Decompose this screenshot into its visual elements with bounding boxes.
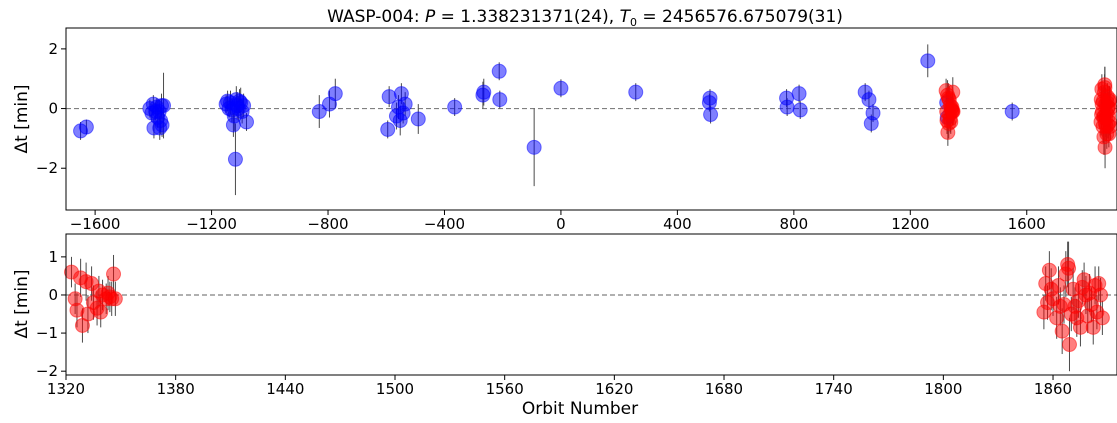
title-prefix: WASP-004: — [327, 7, 425, 27]
bottom-y-tick-label: −2 — [36, 362, 58, 380]
top-data-point — [327, 86, 343, 102]
bottom-y-axis-label: Δt [min] — [12, 269, 32, 338]
top-data-point — [236, 98, 252, 114]
top-data-point — [1097, 139, 1113, 155]
bottom-x-tick-label: 1440 — [266, 380, 304, 398]
top-data-point — [447, 99, 463, 115]
top-data-point — [78, 119, 94, 135]
bottom-data-point — [1085, 319, 1101, 335]
bottom-x-tick-label: 1560 — [486, 380, 524, 398]
top-data-point — [410, 111, 426, 127]
top-data-point — [792, 102, 808, 118]
bottom-x-tick-label: 1320 — [47, 380, 85, 398]
chart-title: WASP-004: P = 1.338231371(24), T0 = 2456… — [327, 7, 843, 29]
top-y-tick-label: −2 — [36, 159, 58, 177]
bottom-data-point — [1051, 277, 1067, 293]
top-data-point — [920, 53, 936, 69]
bottom-plot-frame — [65, 233, 1117, 376]
bottom-x-axis-label: Orbit Number — [522, 399, 638, 419]
top-data-point — [861, 92, 877, 108]
top-data-point — [397, 96, 413, 112]
top-data-point — [239, 114, 255, 130]
top-data-points — [73, 53, 1117, 167]
top-data-point — [492, 92, 508, 108]
top-data-point — [702, 90, 718, 106]
bottom-data-point — [1061, 260, 1077, 276]
top-x-tick-label: 1200 — [891, 215, 929, 233]
top-x-tick-label: −1200 — [186, 215, 237, 233]
top-data-point — [526, 139, 542, 155]
title-period-value: = 1.338231371(24), — [435, 7, 619, 27]
top-x-tick-label: 1600 — [1008, 215, 1046, 233]
top-data-point — [154, 117, 170, 133]
bottom-x-tick-label: 1500 — [376, 380, 414, 398]
bottom-x-tick-label: 1800 — [924, 380, 962, 398]
top-data-point — [1004, 104, 1020, 120]
top-data-point — [380, 121, 396, 137]
top-data-point — [491, 63, 507, 79]
top-data-point — [791, 86, 807, 102]
top-data-point — [945, 104, 961, 120]
top-x-tick-label: −800 — [307, 215, 348, 233]
top-data-point — [476, 84, 492, 100]
top-y-axis: −2 0 2 — [36, 40, 66, 177]
top-y-tick-label: 2 — [48, 40, 58, 58]
bottom-data-point — [106, 266, 122, 282]
bottom-x-tick-label: 1620 — [595, 380, 633, 398]
top-x-tick-label: 800 — [780, 215, 809, 233]
bottom-x-tick-label: 1680 — [705, 380, 743, 398]
title-epoch-subscript: 0 — [630, 16, 637, 29]
title-epoch-value: = 2456576.675079(31) — [637, 7, 843, 27]
top-panel: −1600 −1200 −800 −400 0 400 800 1200 1600 −2 0 2 Δ… — [12, 27, 1117, 233]
top-data-point — [156, 98, 172, 114]
title-period-symbol: P — [425, 7, 436, 27]
top-data-point — [945, 84, 961, 100]
bottom-data-point — [1041, 262, 1057, 278]
top-x-axis: −1600 −1200 −800 −400 0 400 800 1200 1600 — [70, 210, 1046, 233]
top-data-point — [227, 151, 243, 167]
top-data-point — [311, 104, 327, 120]
bottom-data-point — [107, 291, 123, 307]
top-data-point — [1102, 101, 1117, 117]
bottom-data-point — [1094, 310, 1110, 326]
bottom-x-axis: 1320 1380 1440 1500 1560 1620 1680 1740 1800 1860 — [47, 375, 1072, 398]
bottom-data-point — [93, 304, 109, 320]
top-data-point — [1102, 118, 1117, 134]
bottom-x-tick-label: 1380 — [157, 380, 195, 398]
top-x-tick-label: −1600 — [70, 215, 121, 233]
title-epoch-symbol: T — [620, 7, 632, 27]
bottom-y-tick-label: −1 — [36, 324, 58, 342]
top-data-point — [553, 80, 569, 96]
top-data-point — [703, 107, 719, 123]
bottom-data-point — [1054, 323, 1070, 339]
bottom-error-bars — [70, 241, 1103, 372]
bottom-data-point — [1093, 287, 1109, 303]
bottom-x-tick-label: 1740 — [815, 380, 853, 398]
bottom-y-axis: −2 −1 0 1 — [36, 248, 66, 380]
top-data-point — [779, 99, 795, 115]
top-y-axis-label: Δt [min] — [12, 84, 32, 153]
top-x-tick-label: −400 — [424, 215, 465, 233]
top-x-tick-label: 0 — [556, 215, 566, 233]
bottom-x-tick-label: 1860 — [1034, 380, 1072, 398]
top-x-tick-label: 400 — [663, 215, 692, 233]
top-plot-frame — [65, 27, 1117, 211]
top-data-point — [628, 84, 644, 100]
bottom-panel: 1320 1380 1440 1500 1560 1620 1680 1740 1800 1860… — [12, 233, 1117, 419]
bottom-data-points — [63, 256, 1110, 353]
top-y-tick-label: 0 — [48, 100, 58, 118]
bottom-data-point — [1061, 337, 1077, 353]
bottom-y-tick-label: 0 — [48, 286, 58, 304]
top-data-point — [865, 105, 881, 121]
bottom-y-tick-label: 1 — [48, 248, 58, 266]
